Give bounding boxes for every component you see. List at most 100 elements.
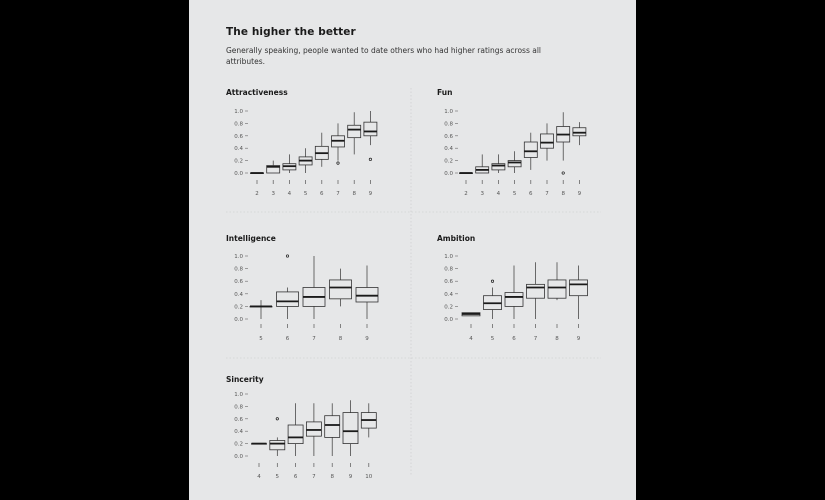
y-tick-label: 0.2 <box>234 159 243 165</box>
box <box>363 121 378 137</box>
outlier-point <box>561 171 565 175</box>
chart-title: Fun <box>437 88 452 97</box>
chart-title: Attractiveness <box>226 88 288 97</box>
box <box>266 165 281 174</box>
box <box>324 415 341 438</box>
box-chart-4: Ambition 1.0 0.8 0.6 0.4 0.2 0.0 4 5 6 7 8 9 <box>437 234 588 342</box>
x-tick-label: 9 <box>349 474 353 480</box>
x-tick-label: 7 <box>545 191 549 197</box>
x-tick-label: 6 <box>512 336 516 342</box>
page-subtitle: Generally speaking, people wanted to dat… <box>226 46 542 66</box>
x-tick-label: 8 <box>561 191 565 197</box>
x-tick-label: 7 <box>312 336 316 342</box>
y-tick-label: 0.4 <box>234 146 243 152</box>
y-tick-label: 0.2 <box>234 442 243 448</box>
x-tick-label: 3 <box>271 191 275 197</box>
box <box>491 163 506 171</box>
chart-title: Intelligence <box>226 234 276 243</box>
x-tick-label: 5 <box>259 336 263 342</box>
box <box>569 279 588 297</box>
y-tick-label: 0.6 <box>234 134 243 140</box>
outlier-point <box>336 161 340 165</box>
page-panel: The higher the better Generally speaking… <box>189 0 636 500</box>
box <box>572 127 587 137</box>
x-tick-label: 10 <box>365 474 372 480</box>
y-tick-label: 0.0 <box>234 454 243 460</box>
y-tick-label: 0.2 <box>234 304 243 310</box>
chart-title: Sincerity <box>226 375 264 384</box>
x-tick-label: 9 <box>365 336 369 342</box>
y-tick-label: 0.8 <box>444 121 453 127</box>
y-tick-label: 1.0 <box>444 109 453 115</box>
box-chart-3: Intelligence 1.0 0.8 0.6 0.4 0.2 0.0 5 6 7 8 9 <box>226 234 379 342</box>
box-chart-2: Fun 1.0 0.8 0.6 0.4 0.2 0.0 2 3 4 5 6 7 8 9 <box>437 88 587 197</box>
x-tick-label: 2 <box>255 191 259 197</box>
y-tick-label: 0.6 <box>234 279 243 285</box>
y-tick-label: 1.0 <box>234 254 243 260</box>
outlier-point <box>368 157 372 161</box>
y-tick-label: 0.4 <box>444 146 453 152</box>
y-tick-label: 0.4 <box>234 292 243 298</box>
box-chart-1: Attractiveness 1.0 0.8 0.6 0.4 0.2 0.0 2 3 4 5 6 7 8 9 <box>226 88 378 197</box>
x-tick-label: 3 <box>480 191 484 197</box>
x-tick-label: 6 <box>320 191 324 197</box>
x-tick-label: 5 <box>304 191 308 197</box>
y-tick-label: 1.0 <box>234 109 243 115</box>
x-tick-label: 5 <box>513 191 517 197</box>
box <box>329 279 352 300</box>
x-tick-label: 4 <box>288 191 292 197</box>
x-tick-label: 9 <box>578 191 582 197</box>
x-tick-label: 8 <box>330 474 334 480</box>
x-tick-label: 7 <box>336 191 340 197</box>
x-tick-label: 8 <box>555 336 559 342</box>
y-tick-label: 0.2 <box>444 304 453 310</box>
y-tick-label: 0.4 <box>234 429 243 435</box>
chart-title: Ambition <box>437 234 475 243</box>
box <box>306 421 322 437</box>
x-tick-label: 9 <box>577 336 581 342</box>
y-tick-label: 0.0 <box>234 171 243 177</box>
y-tick-label: 1.0 <box>444 254 453 260</box>
y-tick-label: 0.0 <box>234 317 243 323</box>
x-tick-label: 8 <box>352 191 356 197</box>
outlier-point <box>275 417 279 421</box>
x-tick-label: 9 <box>369 191 373 197</box>
x-tick-label: 6 <box>286 336 290 342</box>
box <box>540 133 554 149</box>
y-tick-label: 0.4 <box>444 292 453 298</box>
box <box>526 283 545 299</box>
charts-area: Attractiveness 1.0 0.8 0.6 0.4 0.2 0.0 2 3 4 5 6 7 8 9… <box>226 88 601 480</box>
box <box>342 412 359 445</box>
y-tick-label: 0.0 <box>444 171 453 177</box>
y-tick-label: 0.6 <box>444 134 453 140</box>
box <box>276 291 299 307</box>
y-tick-label: 0.0 <box>444 317 453 323</box>
x-tick-label: 5 <box>276 474 280 480</box>
box <box>507 160 522 168</box>
y-tick-label: 0.8 <box>234 404 243 410</box>
x-tick-label: 7 <box>312 474 316 480</box>
box <box>269 440 286 451</box>
y-tick-label: 0.8 <box>444 267 453 273</box>
box <box>287 424 304 445</box>
y-tick-label: 0.8 <box>234 121 243 127</box>
outlier-point <box>285 254 290 258</box>
y-tick-label: 0.8 <box>234 267 243 273</box>
box <box>523 141 538 158</box>
x-tick-label: 5 <box>491 336 495 342</box>
page-title: The higher the better <box>226 26 356 38</box>
x-tick-label: 4 <box>257 474 261 480</box>
x-tick-label: 4 <box>469 336 473 342</box>
x-tick-label: 7 <box>534 336 538 342</box>
y-tick-label: 0.6 <box>234 417 243 423</box>
box <box>355 287 379 303</box>
x-tick-label: 4 <box>497 191 501 197</box>
outlier-point <box>490 279 495 283</box>
x-tick-label: 8 <box>339 336 343 342</box>
box <box>504 292 524 307</box>
y-tick-label: 0.2 <box>444 159 453 165</box>
box-chart-5: Sincerity 1.0 0.8 0.6 0.4 0.2 0.0 4 5 6 7 8 9 10 <box>226 375 377 480</box>
box <box>347 124 362 139</box>
box <box>547 279 567 299</box>
y-tick-label: 0.6 <box>444 279 453 285</box>
